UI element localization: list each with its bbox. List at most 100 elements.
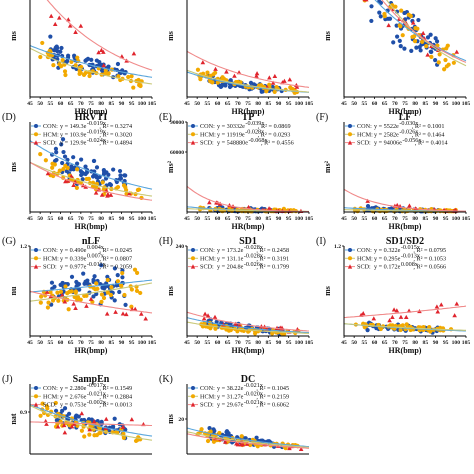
x-tick-label: 105 xyxy=(462,101,471,107)
x-tick-label: 75 xyxy=(245,340,251,346)
x-tick-label: 75 xyxy=(402,216,408,222)
x-tick-label: 60 xyxy=(58,340,64,346)
scd-point xyxy=(394,202,400,208)
legend-r2: , R² = 0.1549 xyxy=(99,385,132,392)
x-tick-label: 70 xyxy=(235,340,241,346)
con-point xyxy=(220,82,225,87)
legend-marker xyxy=(34,124,38,128)
legend-group: HCM: xyxy=(200,255,216,262)
legend-marker xyxy=(348,124,352,128)
con-point xyxy=(123,302,128,307)
con-fit-line xyxy=(186,317,310,334)
con-point xyxy=(207,426,212,431)
scd-point xyxy=(454,49,460,54)
x-tick-label: 55 xyxy=(205,101,211,107)
legend-group: HCM: xyxy=(43,131,59,138)
hcm-point xyxy=(69,59,74,65)
con-point xyxy=(76,282,82,287)
hcm-point xyxy=(50,161,55,166)
scd-point xyxy=(120,424,126,429)
scd-point xyxy=(71,182,76,187)
hcm-point xyxy=(220,76,225,81)
scd-point xyxy=(93,190,99,195)
x-axis-label: HR(bmp) xyxy=(389,107,422,116)
scd-point xyxy=(434,304,440,309)
con-point xyxy=(74,413,79,418)
scd-point xyxy=(61,422,67,428)
con-point xyxy=(112,266,118,271)
con-point xyxy=(99,263,104,268)
con-point xyxy=(369,18,374,24)
scd-point xyxy=(398,314,404,319)
hcm-point xyxy=(55,290,60,295)
con-fit-line xyxy=(29,279,153,293)
con-point xyxy=(425,35,431,40)
y-axis-label: ms² xyxy=(166,160,175,173)
legend-equation: y = 0.322e xyxy=(374,247,401,254)
con-point xyxy=(92,274,97,279)
con-point xyxy=(58,49,63,54)
con-point xyxy=(66,411,72,416)
x-tick-label: 80 xyxy=(98,216,104,222)
scd-point xyxy=(101,49,106,54)
x-tick-label: 95 xyxy=(443,340,449,346)
scd-point xyxy=(270,80,276,85)
con-point xyxy=(54,150,59,155)
hcm-point xyxy=(56,298,61,303)
scd-point xyxy=(425,52,430,57)
scd-point xyxy=(403,314,409,319)
con-point xyxy=(89,57,94,62)
legend-r2: , R² = 0.1045 xyxy=(256,385,289,392)
x-tick-label: 65 xyxy=(382,340,388,346)
scd-point xyxy=(62,299,68,304)
x-tick-label: 50 xyxy=(37,340,43,346)
x-tick-label: 75 xyxy=(245,216,251,222)
x-tick-label: 90 xyxy=(433,101,439,107)
hcm-point xyxy=(272,89,277,95)
scd-point xyxy=(363,0,369,2)
legend-exponent: -0.021x xyxy=(87,391,107,398)
legend-r2: , R² = 0.0807 xyxy=(99,255,132,262)
legend-marker xyxy=(348,132,352,137)
legend-group: CON: xyxy=(200,385,215,392)
x-tick-label: 90 xyxy=(276,216,282,222)
x-tick-label: 50 xyxy=(194,340,200,346)
x-tick-label: 65 xyxy=(382,216,388,222)
legend-group: CON: xyxy=(200,123,215,130)
legend-group: CON: xyxy=(200,247,215,254)
scd-point xyxy=(87,427,93,432)
scd-point xyxy=(371,316,377,321)
legend-equation: y = 0.339e xyxy=(60,255,87,262)
hcm-point xyxy=(400,33,405,38)
legend-group: SCD: xyxy=(43,402,57,409)
panel-title: LF xyxy=(399,112,412,123)
y-axis-label: ms xyxy=(166,286,175,296)
scd-fit-line xyxy=(186,311,310,332)
legend-marker xyxy=(191,132,195,137)
hcm-point xyxy=(428,329,433,334)
hcm-point xyxy=(73,289,78,294)
hcm-point xyxy=(84,176,89,182)
hcm-point xyxy=(66,307,71,312)
hcm-point xyxy=(398,327,403,333)
hcm-point xyxy=(106,71,111,76)
scd-point xyxy=(88,296,94,301)
hcm-fit-line xyxy=(186,321,310,334)
legend-marker xyxy=(191,124,195,128)
hcm-point xyxy=(51,62,56,68)
scd-point xyxy=(207,200,212,205)
x-tick-label: 45 xyxy=(27,101,33,107)
con-point xyxy=(117,168,123,174)
panel-letter: (E) xyxy=(159,112,172,123)
legend-marker xyxy=(33,402,39,407)
con-point xyxy=(395,34,400,39)
legend-group: SCD: xyxy=(200,140,214,147)
hcm-point xyxy=(208,429,213,434)
scd-point xyxy=(45,171,51,176)
x-axis-label: HR(bmp) xyxy=(389,222,422,231)
hcm-point xyxy=(211,72,216,77)
con-point xyxy=(117,289,122,295)
x-tick-label: 70 xyxy=(392,340,398,346)
hcm-fit-line xyxy=(29,47,153,85)
con-fit-line xyxy=(29,140,153,190)
